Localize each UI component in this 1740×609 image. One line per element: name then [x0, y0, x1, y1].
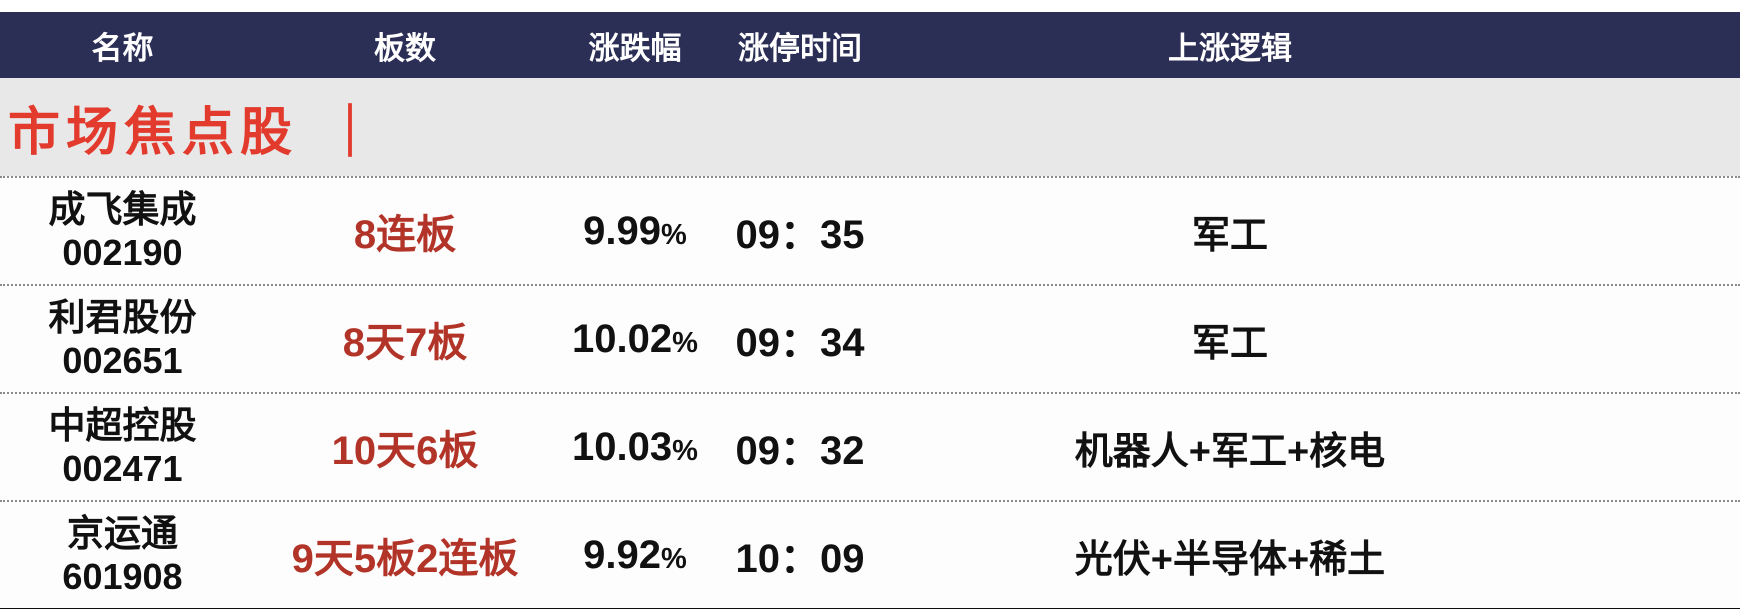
rise-logic: 光伏+半导体+稀土 — [1074, 538, 1386, 581]
table-row: 成飞集成 002190 8连板 9.99% 09：35 军工 — [0, 176, 1740, 284]
column-header-name: 名称 — [91, 30, 154, 66]
column-header-time: 涨停时间 — [738, 30, 862, 66]
top-margin — [0, 0, 1740, 12]
limit-up-time: 09：35 — [735, 213, 865, 257]
rise-logic: 机器人+军工+核电 — [1074, 430, 1386, 473]
rise-logic: 军工 — [1191, 214, 1268, 257]
board-count: 9天5板2连板 — [291, 537, 519, 581]
name-cell: 利君股份 002651 — [0, 296, 245, 382]
column-header-logic: 上涨逻辑 — [1168, 30, 1292, 66]
percent-sign: % — [661, 542, 687, 575]
limit-up-time: 09：32 — [735, 429, 865, 473]
column-header-change: 涨跌幅 — [588, 30, 682, 66]
stock-name: 成飞集成 — [48, 188, 197, 230]
section-band: 市场焦点股 ｜ — [0, 78, 1740, 176]
table-row: 京运通 601908 9天5板2连板 9.92% 10：09 光伏+半导体+稀土 — [0, 500, 1740, 608]
table-header-row: 名称 板数 涨跌幅 涨停时间 上涨逻辑 — [0, 12, 1740, 78]
section-title: 市场焦点股 — [8, 104, 299, 162]
percent-sign: % — [672, 326, 698, 359]
change-percent: 10.03% — [572, 424, 698, 469]
stock-code: 002190 — [62, 231, 183, 273]
column-header-boards: 板数 — [374, 30, 436, 66]
stock-code: 002651 — [62, 339, 183, 381]
percent-sign: % — [661, 218, 687, 251]
board-count: 8天7板 — [342, 321, 468, 365]
name-cell: 京运通 601908 — [0, 512, 245, 598]
table-row: 利君股份 002651 8天7板 10.02% 09：34 军工 — [0, 284, 1740, 392]
stock-code: 002471 — [62, 447, 183, 489]
limit-up-time: 10：09 — [735, 537, 865, 581]
limit-up-time: 09：34 — [735, 321, 865, 365]
change-percent: 10.02% — [572, 316, 698, 361]
name-cell: 成飞集成 002190 — [0, 188, 245, 274]
table-row: 中超控股 002471 10天6板 10.03% 09：32 机器人+军工+核电 — [0, 392, 1740, 500]
change-percent: 9.92% — [583, 532, 687, 577]
name-cell: 中超控股 002471 — [0, 404, 245, 490]
stock-code: 601908 — [62, 555, 183, 597]
section-divider-bar: ｜ — [324, 104, 377, 162]
stock-name: 京运通 — [67, 512, 178, 554]
board-count: 8连板 — [353, 213, 457, 257]
percent-sign: % — [672, 434, 698, 467]
rise-logic: 军工 — [1191, 322, 1268, 365]
stock-name: 利君股份 — [48, 296, 197, 338]
board-count: 10天6板 — [331, 429, 479, 473]
change-percent: 9.99% — [583, 208, 687, 253]
stock-name: 中超控股 — [48, 404, 197, 446]
